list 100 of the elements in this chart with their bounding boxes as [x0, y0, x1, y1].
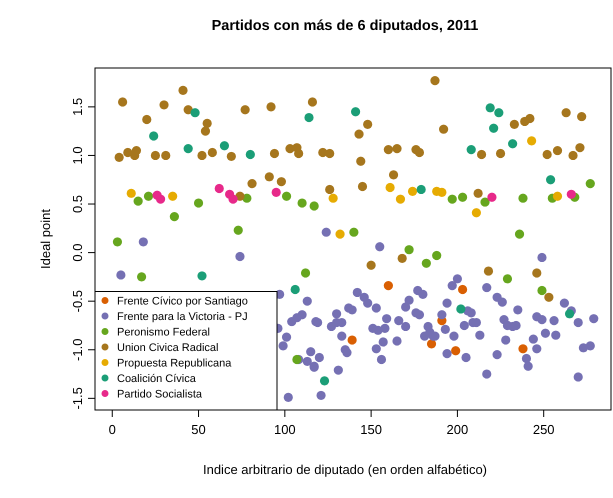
point: [270, 148, 280, 158]
y-tick-label: -0.5: [70, 290, 85, 312]
point: [202, 118, 212, 128]
point: [494, 108, 504, 118]
point: [527, 136, 536, 146]
point: [414, 148, 424, 158]
point: [197, 271, 207, 281]
point: [496, 148, 506, 158]
point: [134, 196, 143, 206]
point: [156, 194, 166, 204]
point: [200, 126, 210, 136]
point: [264, 172, 274, 182]
point: [354, 129, 364, 139]
point: [325, 184, 334, 194]
point: [220, 141, 230, 150]
point: [266, 102, 276, 112]
point: [458, 284, 468, 294]
point: [320, 376, 330, 386]
point: [518, 344, 528, 354]
point: [458, 192, 468, 202]
point: [276, 177, 286, 186]
point: [297, 198, 307, 208]
point: [430, 76, 440, 86]
point: [518, 194, 528, 203]
y-tick-label: -1.5: [70, 387, 85, 410]
point: [349, 228, 358, 237]
point: [272, 188, 281, 197]
point: [566, 190, 576, 199]
x-tick-label: 200: [446, 422, 468, 437]
point: [552, 146, 562, 156]
point: [396, 194, 406, 204]
x-tick-label: 150: [360, 422, 382, 437]
y-tick-label: -1.0: [70, 338, 85, 361]
point: [356, 156, 366, 166]
point: [348, 335, 357, 345]
point: [537, 286, 547, 296]
point: [358, 182, 368, 192]
point: [448, 194, 457, 204]
point: [486, 103, 495, 112]
point: [310, 201, 319, 211]
point: [487, 192, 497, 202]
point: [142, 114, 152, 124]
point: [416, 184, 426, 194]
point: [422, 258, 431, 268]
point: [294, 148, 304, 158]
point: [466, 145, 476, 154]
legend-label: Frente Cívico por Santiago: [117, 296, 248, 308]
point: [426, 339, 436, 349]
point: [234, 226, 243, 235]
point: [363, 120, 372, 129]
point: [386, 182, 395, 192]
point: [282, 192, 292, 201]
x-tick-label: 0: [108, 422, 116, 437]
y-tick-label: 1.0: [70, 146, 85, 164]
point: [439, 124, 448, 134]
point: [502, 274, 512, 284]
point: [552, 192, 562, 201]
legend-label: Frente para la Victoria - PJ: [117, 311, 248, 323]
point: [144, 192, 154, 201]
point: [328, 194, 338, 203]
point: [197, 150, 207, 160]
x-tick-label: 100: [274, 422, 296, 437]
point: [246, 150, 255, 160]
legend-label: Union Civica Radical: [117, 342, 218, 354]
x-axis-title: Indice arbitrario de diputado (en orden alfabético): [202, 462, 488, 477]
point: [308, 97, 318, 107]
point: [136, 272, 146, 282]
point: [451, 346, 460, 356]
point: [510, 120, 519, 129]
point: [586, 179, 595, 188]
point: [300, 268, 310, 278]
point: [149, 131, 158, 141]
point: [350, 107, 360, 116]
point: [562, 108, 571, 118]
point: [130, 150, 140, 160]
point: [456, 304, 466, 314]
point: [335, 230, 345, 239]
legend-label: Propuesta Republicana: [117, 358, 232, 370]
point: [184, 144, 193, 154]
point: [489, 124, 498, 133]
point: [476, 150, 486, 160]
point: [472, 208, 481, 218]
x-tick-label: 50: [191, 422, 206, 437]
y-tick-label: 0.0: [70, 244, 85, 262]
legend-label: Peronismo Federal: [117, 326, 210, 338]
point: [408, 186, 418, 196]
point: [290, 284, 300, 294]
point: [484, 266, 494, 276]
point: [392, 144, 402, 154]
point: [544, 292, 554, 302]
point: [240, 105, 250, 114]
legend-label: Coalición Cívica: [117, 373, 197, 385]
point: [546, 175, 556, 184]
y-tick-label: 1.5: [70, 98, 85, 116]
point: [542, 150, 552, 160]
point: [194, 198, 204, 208]
point: [161, 150, 170, 160]
chart-title: Partidos con más de 6 diputados, 2011: [212, 18, 478, 34]
point: [114, 152, 124, 162]
point: [366, 260, 376, 270]
